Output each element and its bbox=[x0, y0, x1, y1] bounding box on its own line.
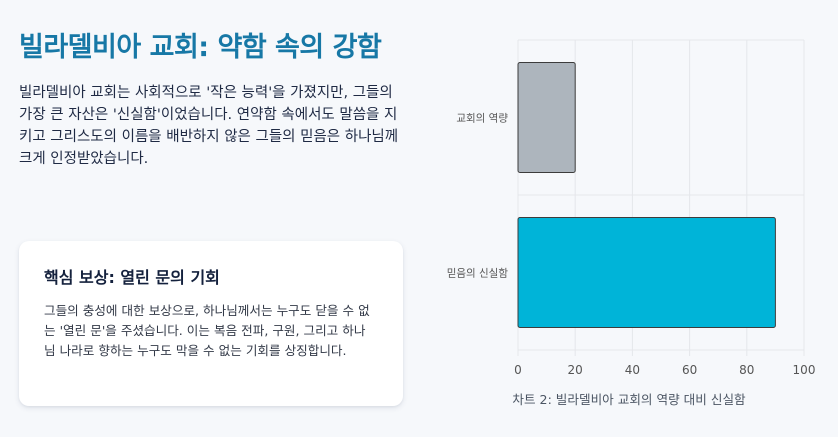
category-label: 믿음의 신실함 bbox=[447, 268, 509, 280]
x-tick-label: 0 bbox=[514, 363, 522, 377]
x-tick-label: 60 bbox=[682, 363, 697, 377]
bar bbox=[517, 217, 776, 328]
text-column: 빌라델비아 교회: 약함 속의 강함 빌라델비아 교회는 사회적으로 '작은 능… bbox=[19, 30, 404, 170]
x-tick-label: 40 bbox=[625, 363, 640, 377]
card-title: 핵심 보상: 열린 문의 기회 bbox=[44, 268, 220, 287]
bar bbox=[517, 62, 576, 173]
intro-paragraph: 빌라델비아 교회는 사회적으로 '작은 능력'을 가졌지만, 그들의 가장 큰 … bbox=[19, 85, 399, 167]
x-tick-label: 20 bbox=[568, 363, 583, 377]
page-title: 빌라델비아 교회: 약함 속의 강함 bbox=[19, 32, 382, 63]
category-label: 교회의 역량 bbox=[456, 113, 508, 125]
chart-caption: 차트 2: 빌라델비아 교회의 역량 대비 신실함 bbox=[512, 392, 746, 407]
card-body: 그들의 충성에 대한 보상으로, 하나님께서는 누구도 닫을 수 없는 '열린 … bbox=[44, 303, 370, 358]
reward-card: 핵심 보상: 열린 문의 기회 그들의 충성에 대한 보상으로, 하나님께서는 … bbox=[19, 241, 403, 406]
x-tick-label: 80 bbox=[739, 363, 754, 377]
x-tick-label: 100 bbox=[793, 363, 816, 377]
